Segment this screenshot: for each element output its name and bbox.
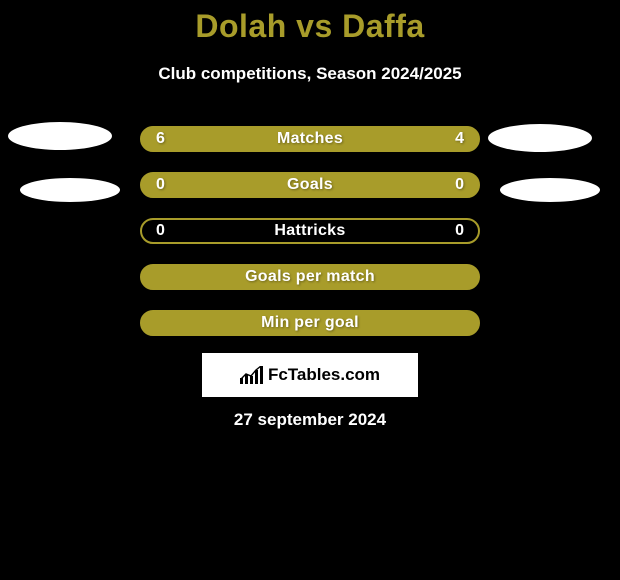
stat-value-right: 0 <box>455 176 464 194</box>
stat-value-right: 0 <box>455 222 464 240</box>
decorative-ellipse-0 <box>8 122 112 150</box>
stat-label: Hattricks <box>274 222 345 240</box>
stat-row-min-per-goal: Min per goal <box>140 310 480 336</box>
stat-label: Goals <box>287 176 333 194</box>
decorative-ellipse-3 <box>500 178 600 202</box>
stat-row-goals-per-match: Goals per match <box>140 264 480 290</box>
stat-row-matches: Matches 6 4 <box>140 126 480 152</box>
stat-label: Min per goal <box>261 314 359 332</box>
decorative-ellipse-1 <box>488 124 592 152</box>
stat-value-left: 0 <box>156 176 165 194</box>
stat-row-goals: Goals 0 0 <box>140 172 480 198</box>
logo-box: FcTables.com <box>202 353 418 397</box>
stat-value-left: 6 <box>156 130 165 148</box>
stat-label: Goals per match <box>245 268 375 286</box>
decorative-ellipse-2 <box>20 178 120 202</box>
date-text: 27 september 2024 <box>0 410 620 430</box>
stat-value-left: 0 <box>156 222 165 240</box>
stat-label: Matches <box>277 130 343 148</box>
logo-text: FcTables.com <box>268 365 380 385</box>
logo-chart-icon <box>240 366 262 384</box>
stat-value-right: 4 <box>455 130 464 148</box>
page-title: Dolah vs Daffa <box>0 8 620 45</box>
comparison-infographic: Dolah vs Daffa Club competitions, Season… <box>0 0 620 580</box>
subtitle: Club competitions, Season 2024/2025 <box>0 64 620 84</box>
stat-row-hattricks: Hattricks 0 0 <box>140 218 480 244</box>
